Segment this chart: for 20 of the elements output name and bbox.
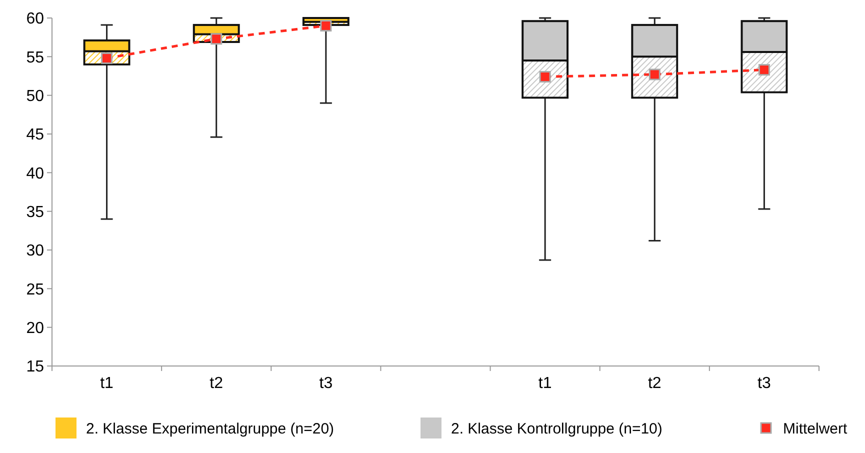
y-tick-label: 20 — [26, 320, 44, 337]
legend-label: 2. Klasse Kontrollgruppe (n=10) — [451, 420, 662, 438]
y-tick-label: 30 — [26, 242, 44, 260]
y-tick-label: 25 — [26, 281, 44, 298]
y-tick-label: 15 — [26, 358, 44, 376]
legend-label: 2. Klasse Experimentalgruppe (n=20) — [86, 420, 334, 438]
y-tick-label: 35 — [26, 204, 44, 221]
y-tick-label: 50 — [26, 88, 44, 105]
x-tick-label: t3 — [319, 375, 333, 392]
x-tick-label: t3 — [758, 375, 771, 392]
y-tick-label: 55 — [26, 49, 44, 66]
x-tick-label: t2 — [210, 375, 224, 392]
legend-label: Mittelwert — [783, 420, 848, 438]
y-tick-label: 45 — [26, 126, 44, 144]
y-tick-label: 40 — [26, 165, 44, 182]
x-tick-label: t1 — [538, 375, 552, 392]
point — [320, 20, 332, 32]
y-tick-label: 60 — [26, 10, 44, 28]
x-tick-label: t1 — [100, 375, 114, 392]
x-tick-label: t2 — [648, 375, 662, 392]
